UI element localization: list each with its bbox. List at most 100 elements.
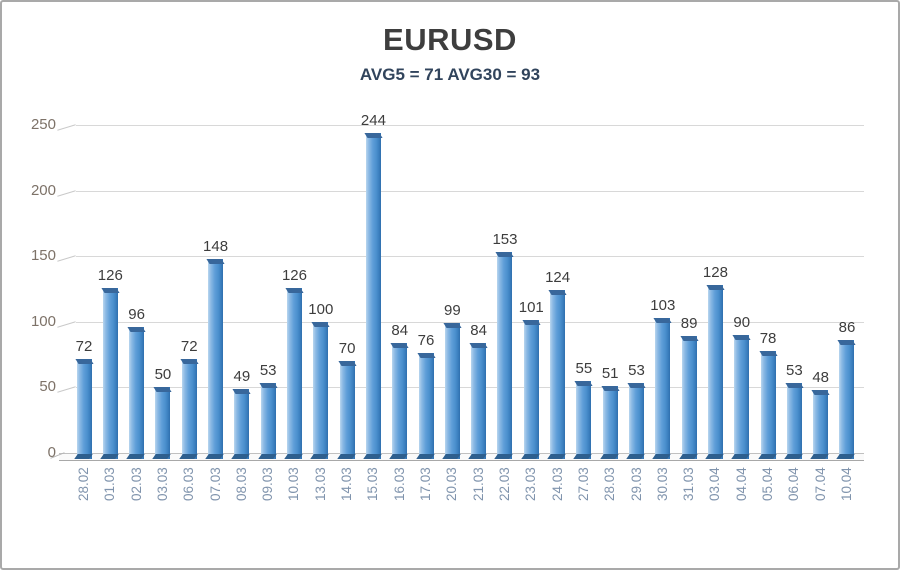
gridline-depth-tick — [57, 124, 76, 131]
bar — [786, 383, 802, 459]
x-tick-label: 10.03 — [286, 467, 302, 501]
gridline — [76, 125, 864, 126]
x-tick-label: 14.03 — [339, 467, 355, 501]
bar-value-label: 72 — [180, 337, 198, 355]
x-tick-label: 28.03 — [602, 467, 618, 501]
y-tick-label: 250 — [30, 116, 56, 133]
x-tick-label: 05.04 — [760, 467, 776, 501]
gridline-depth-tick — [57, 321, 76, 328]
gridline — [76, 256, 864, 258]
bar — [208, 258, 224, 459]
bar-value-label: 84 — [391, 321, 409, 339]
bar — [629, 383, 644, 459]
x-tick-label: 04.04 — [733, 467, 749, 501]
bar-value-label: 49 — [233, 367, 251, 385]
bar-value-label: 70 — [338, 340, 356, 358]
bar — [576, 380, 592, 459]
x-tick-label: 20.03 — [444, 467, 460, 501]
bar — [655, 317, 671, 459]
bar — [155, 387, 171, 459]
bar — [760, 350, 776, 459]
bar-value-label: 84 — [470, 321, 487, 339]
bar — [181, 358, 197, 459]
bar — [707, 285, 723, 459]
x-tick-label: 21.03 — [470, 467, 486, 501]
y-tick-label: 0 — [47, 444, 56, 461]
bar-value-label: 72 — [75, 337, 93, 355]
bar-value-label: 153 — [492, 231, 518, 249]
x-tick-label: 16.03 — [391, 467, 407, 501]
bar — [602, 386, 618, 459]
bar-value-label: 78 — [759, 329, 777, 347]
x-tick-label: 03.04 — [707, 467, 723, 501]
bar-value-label: 53 — [786, 362, 803, 380]
bar — [813, 390, 829, 459]
bar — [418, 353, 434, 459]
gridline — [76, 321, 864, 323]
x-tick-label: 09.03 — [260, 467, 276, 501]
bar-value-label: 90 — [733, 313, 751, 331]
x-tick-label: 03.03 — [154, 467, 170, 501]
chart-title: EURUSD — [383, 22, 517, 57]
bar — [444, 323, 460, 459]
x-tick-label: 06.03 — [181, 467, 197, 501]
bar — [734, 334, 750, 459]
x-tick-label: 17.03 — [418, 467, 434, 501]
x-tick-label: 07.03 — [207, 467, 223, 501]
bar-value-label: 124 — [545, 269, 571, 287]
x-tick-label: 01.03 — [102, 467, 118, 501]
x-tick-label: 13.03 — [312, 467, 328, 501]
bar — [471, 342, 487, 459]
bar-value-label: 76 — [417, 332, 435, 350]
bar-value-label: 53 — [628, 362, 645, 380]
bar-value-label: 148 — [203, 237, 229, 255]
x-tick-label: 29.03 — [628, 467, 644, 501]
gridline-depth-tick — [57, 189, 76, 197]
gridline-depth-tick — [57, 386, 76, 394]
bar-value-label: 50 — [154, 366, 172, 384]
y-tick-label: 50 — [39, 378, 56, 396]
bar — [234, 388, 250, 459]
bar — [260, 383, 276, 459]
bar — [286, 287, 302, 459]
x-tick-label: 24.03 — [549, 467, 565, 501]
x-tick-label: 15.03 — [365, 467, 381, 501]
x-axis-line — [59, 453, 864, 461]
x-tick-label: 07.04 — [812, 467, 828, 501]
bar-value-label: 128 — [702, 264, 728, 282]
bar — [392, 342, 408, 459]
chart-subtitle: AVG5 = 71 AVG30 = 93 — [359, 65, 541, 84]
bar-value-label: 53 — [259, 362, 277, 380]
bar — [681, 336, 697, 459]
bar-value-label: 89 — [680, 315, 698, 333]
x-tick-label: 30.03 — [654, 467, 670, 501]
bar-value-label: 86 — [838, 319, 856, 337]
x-tick-label: 28.02 — [76, 467, 91, 501]
bar-value-label: 101 — [518, 299, 544, 317]
bar-value-label: 103 — [650, 296, 676, 314]
bar — [76, 358, 92, 459]
bar — [339, 361, 355, 459]
x-tick-label: 22.03 — [496, 467, 512, 501]
bar-value-label: 55 — [575, 359, 593, 377]
x-tick-label: 06.04 — [786, 467, 802, 501]
y-tick-label: 200 — [30, 181, 56, 199]
bar — [129, 327, 145, 459]
bar — [365, 132, 381, 459]
bar-value-label: 48 — [812, 369, 830, 387]
bar-value-label: 99 — [443, 302, 461, 320]
bar — [839, 340, 855, 459]
bar-value-label: 96 — [128, 306, 145, 324]
bar — [102, 287, 118, 459]
bar — [497, 252, 513, 459]
gridline — [76, 387, 864, 389]
bar-value-label: 126 — [281, 266, 307, 284]
bar — [313, 321, 329, 459]
x-tick-label: 23.03 — [523, 467, 539, 501]
y-tick-label: 150 — [30, 247, 56, 265]
bar-value-label: 126 — [97, 266, 123, 284]
bar-value-label: 51 — [601, 365, 619, 383]
y-tick-label: 100 — [30, 312, 56, 330]
x-tick-label: 08.03 — [233, 467, 249, 501]
